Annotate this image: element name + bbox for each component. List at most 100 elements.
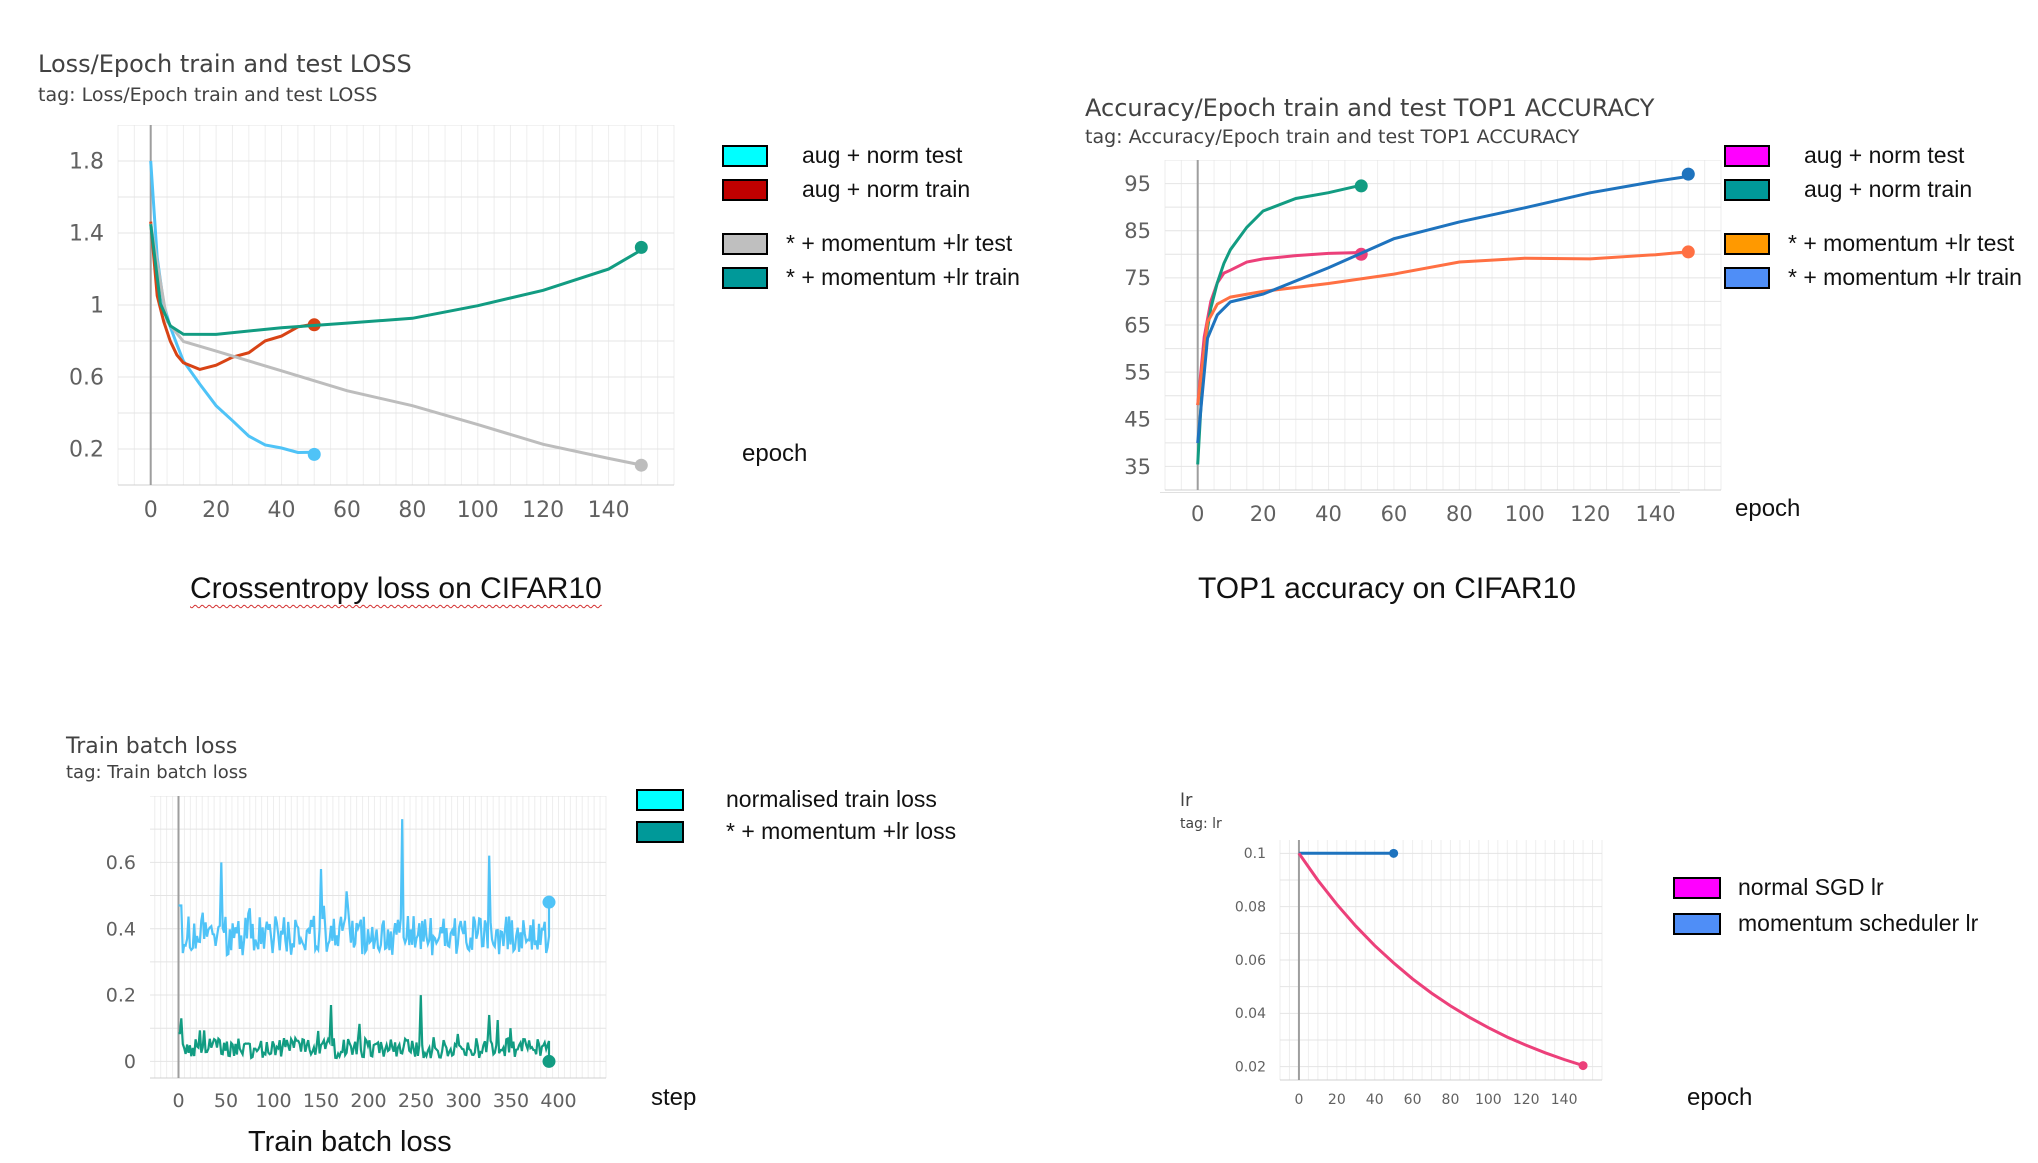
y-tick-label: 0.6	[106, 852, 136, 874]
y-tick-label: 85	[1124, 219, 1151, 243]
legend-label: * + momentum +lr train	[1788, 264, 2022, 290]
x-tick-label: 400	[540, 1090, 576, 1112]
batch-loss-chart: 0 50 100 150 200 250 300 350 400 0.6 0.4 0.2 0	[106, 796, 607, 1112]
x-axis-label: epoch	[1687, 1084, 1753, 1111]
y-tick-label: 0.04	[1235, 1006, 1266, 1022]
y-tick-label: 65	[1124, 313, 1151, 337]
chart-title: Loss/Epoch train and test LOSS	[38, 50, 412, 78]
y-tick-label: 0.1	[1244, 846, 1266, 862]
legend-swatch	[1724, 232, 1770, 255]
y-tick-label: 0.06	[1235, 953, 1266, 969]
x-tick-label: 140	[1636, 502, 1676, 526]
series-end-marker	[1681, 167, 1695, 181]
chart-tag: tag: lr	[1180, 816, 1222, 832]
x-tick-label: 40	[1315, 502, 1342, 526]
legend-item: aug + norm test	[1724, 142, 1964, 169]
series-line	[149, 223, 642, 467]
x-tick-label: 0	[172, 1090, 184, 1112]
x-tick-label: 120	[1570, 502, 1610, 526]
x-tick-label: 50	[214, 1090, 238, 1112]
x-tick-label: 150	[303, 1090, 339, 1112]
legend-swatch	[1724, 178, 1770, 201]
series-end-marker	[634, 240, 648, 254]
x-tick-label: 40	[268, 498, 296, 523]
legend-swatch	[1724, 144, 1770, 167]
x-tick-label: 80	[1442, 1092, 1460, 1108]
series-end-marker	[1681, 245, 1695, 259]
legend-label: normal SGD lr	[1738, 874, 1884, 900]
y-tick-label: 75	[1124, 266, 1151, 290]
series-end-marker	[542, 895, 556, 909]
x-axis-label: step	[651, 1084, 697, 1111]
x-tick-label: 140	[588, 498, 630, 523]
legend-item: * + momentum +lr loss	[636, 818, 956, 845]
legend-swatch	[1673, 876, 1721, 899]
chart-tag: tag: Loss/Epoch train and test LOSS	[38, 84, 378, 106]
series-line	[1196, 174, 1689, 444]
series-end-marker	[1389, 848, 1399, 858]
legend-label: aug + norm test	[1804, 142, 1965, 168]
chart-title: Accuracy/Epoch train and test TOP1 ACCUR…	[1085, 94, 1655, 122]
legend-swatch	[722, 232, 768, 255]
series-end-marker	[1578, 1061, 1588, 1071]
x-tick-label: 120	[522, 498, 564, 523]
y-tick-label: 1.4	[69, 222, 104, 247]
y-tick-label: 0.2	[106, 985, 136, 1007]
legend-label: normalised train loss	[726, 786, 937, 812]
legend-label: aug + norm test	[802, 142, 963, 168]
lr-chart: 0 20 40 60 80 100 120 140 0.1 0.08 0.06 0.04 0.02	[1235, 840, 1603, 1108]
y-tick-label: 0.6	[69, 366, 104, 391]
series-line	[149, 224, 643, 336]
legend-item: aug + norm test	[722, 142, 962, 169]
x-tick-label: 100	[1505, 502, 1545, 526]
y-tick-label: 0.2	[69, 438, 104, 463]
legend-item: normal SGD lr	[1673, 874, 1884, 901]
x-tick-label: 0	[1294, 1092, 1303, 1108]
y-tick-label: 45	[1124, 408, 1151, 432]
x-axis-label: epoch	[1735, 495, 1801, 522]
series-end-marker	[634, 458, 648, 472]
chart-tag: tag: Accuracy/Epoch train and test TOP1 …	[1085, 126, 1580, 148]
legend-item: aug + norm train	[722, 176, 970, 203]
legend-swatch	[1724, 266, 1770, 289]
y-tick-label: 1	[90, 294, 104, 319]
x-tick-label: 60	[1381, 502, 1408, 526]
chart-title: Train batch loss	[66, 734, 238, 759]
y-tick-label: 95	[1124, 172, 1151, 196]
x-tick-label: 80	[1446, 502, 1473, 526]
chart-caption: TOP1 accuracy on CIFAR10	[1198, 572, 1576, 605]
series-line	[149, 221, 315, 371]
y-tick-label: 55	[1124, 360, 1151, 384]
series-line	[178, 995, 551, 1062]
legend-item: * + momentum +lr train	[722, 264, 1020, 291]
x-tick-label: 350	[493, 1090, 529, 1112]
chart-tag: tag: Train batch loss	[66, 762, 248, 783]
series-line	[1196, 250, 1689, 406]
x-tick-label: 140	[1551, 1092, 1578, 1108]
legend-swatch	[722, 266, 768, 289]
x-tick-label: 60	[1404, 1092, 1422, 1108]
axis-extension	[1160, 492, 1680, 493]
y-tick-label: 0.02	[1235, 1060, 1266, 1076]
x-tick-label: 300	[445, 1090, 481, 1112]
chart-caption: Crossentropy loss on CIFAR10	[190, 572, 602, 605]
legend-label: * + momentum +lr test	[1788, 230, 2015, 256]
chart-title: lr	[1180, 790, 1193, 811]
x-tick-label: 20	[1250, 502, 1277, 526]
x-tick-label: 0	[1191, 502, 1204, 526]
legend-item: * + momentum +lr test	[722, 230, 1012, 257]
legend-swatch	[636, 788, 684, 811]
series-end-marker	[307, 447, 321, 461]
x-tick-label: 250	[398, 1090, 434, 1112]
series-end-marker	[542, 1054, 556, 1068]
y-tick-label: 1.8	[69, 150, 104, 175]
series-line	[1297, 852, 1584, 1068]
legend-item: normalised train loss	[636, 786, 937, 813]
legend-item: momentum scheduler lr	[1673, 910, 1978, 937]
y-tick-label: 0	[124, 1051, 136, 1073]
legend-label: aug + norm train	[802, 176, 971, 202]
legend-label: aug + norm train	[1804, 176, 1973, 202]
series-line	[178, 819, 551, 958]
legend-label: * + momentum +lr test	[786, 230, 1013, 256]
x-tick-label: 100	[255, 1090, 291, 1112]
